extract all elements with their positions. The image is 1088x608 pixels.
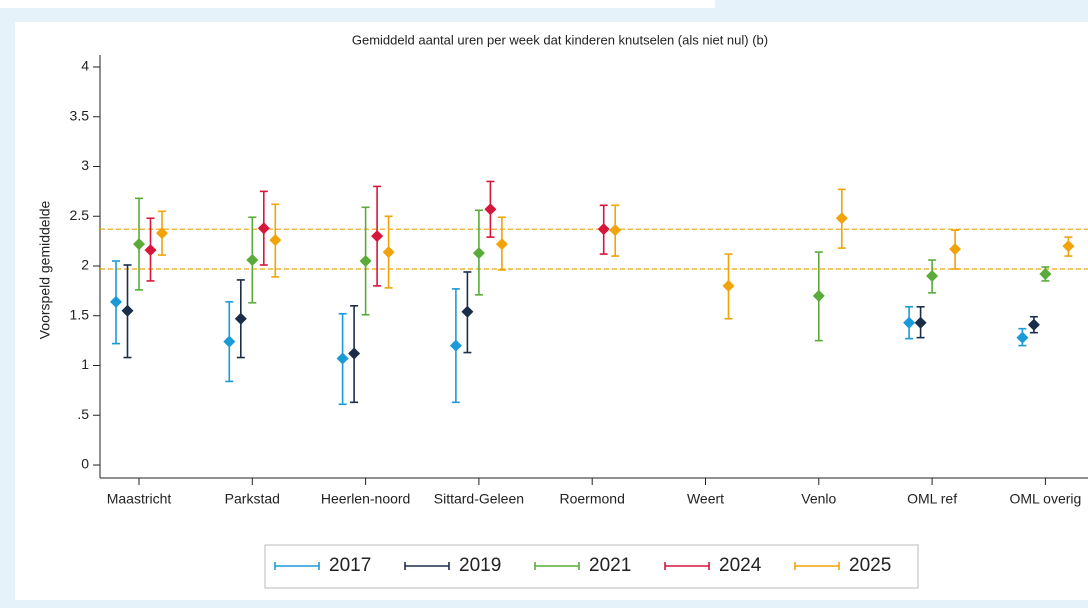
legend-label: 2021 bbox=[589, 555, 631, 576]
point bbox=[133, 238, 145, 251]
point bbox=[1027, 318, 1040, 331]
point bbox=[156, 227, 168, 240]
point bbox=[914, 316, 927, 329]
x-tick-label: Venlo bbox=[801, 491, 836, 507]
chart-title: Gemiddeld aantal uren per week dat kinde… bbox=[352, 32, 768, 47]
point bbox=[359, 255, 372, 268]
x-tick-label: OML overig bbox=[1009, 491, 1081, 507]
legend-label: 2019 bbox=[459, 555, 501, 576]
point bbox=[903, 316, 916, 329]
y-tick-label: .5 bbox=[77, 406, 89, 422]
x-tick-label: Sittard-Geleen bbox=[434, 491, 524, 507]
point bbox=[121, 304, 134, 317]
x-tick-label: OML ref bbox=[907, 491, 957, 507]
x-tick-label: Roermond bbox=[560, 491, 625, 507]
y-tick-label: 1.5 bbox=[70, 306, 90, 322]
x-tick-label: Heerlen-noord bbox=[321, 491, 411, 507]
x-tick-label: Parkstad bbox=[225, 491, 280, 507]
point bbox=[812, 289, 825, 302]
point bbox=[144, 244, 157, 257]
point bbox=[1062, 240, 1075, 253]
x-tick-label: Weert bbox=[687, 491, 724, 507]
top-strip bbox=[0, 0, 715, 8]
point bbox=[348, 347, 361, 360]
point bbox=[461, 305, 474, 318]
y-tick-label: 3 bbox=[81, 157, 89, 173]
point bbox=[269, 234, 282, 247]
graph-region bbox=[15, 22, 1088, 600]
point bbox=[722, 279, 735, 292]
point bbox=[1016, 331, 1029, 344]
point bbox=[382, 246, 395, 259]
legend-label: 2025 bbox=[849, 555, 891, 576]
point bbox=[234, 312, 247, 325]
y-tick-label: 2 bbox=[81, 257, 89, 273]
point bbox=[484, 203, 497, 216]
point bbox=[926, 269, 939, 282]
point bbox=[609, 224, 622, 237]
y-tick-label: 0 bbox=[81, 456, 89, 472]
y-tick-label: 1 bbox=[81, 356, 89, 372]
legend-label: 2017 bbox=[329, 555, 371, 576]
point bbox=[835, 212, 848, 225]
point bbox=[1039, 267, 1052, 280]
point bbox=[336, 352, 349, 365]
point bbox=[223, 335, 236, 348]
point bbox=[246, 254, 259, 267]
y-tick-label: 3.5 bbox=[70, 107, 90, 123]
legend-label: 2024 bbox=[719, 555, 762, 576]
x-tick-label: Maastricht bbox=[107, 491, 172, 507]
y-axis-title: Voorspeld gemiddelde bbox=[37, 201, 53, 340]
point bbox=[449, 339, 462, 352]
y-tick-label: 4 bbox=[81, 58, 89, 74]
point bbox=[257, 222, 270, 235]
point bbox=[949, 243, 962, 256]
point bbox=[597, 223, 610, 236]
point bbox=[371, 230, 384, 243]
point bbox=[110, 295, 122, 308]
point bbox=[472, 247, 485, 260]
point bbox=[495, 238, 508, 251]
y-tick-label: 2.5 bbox=[70, 207, 90, 223]
